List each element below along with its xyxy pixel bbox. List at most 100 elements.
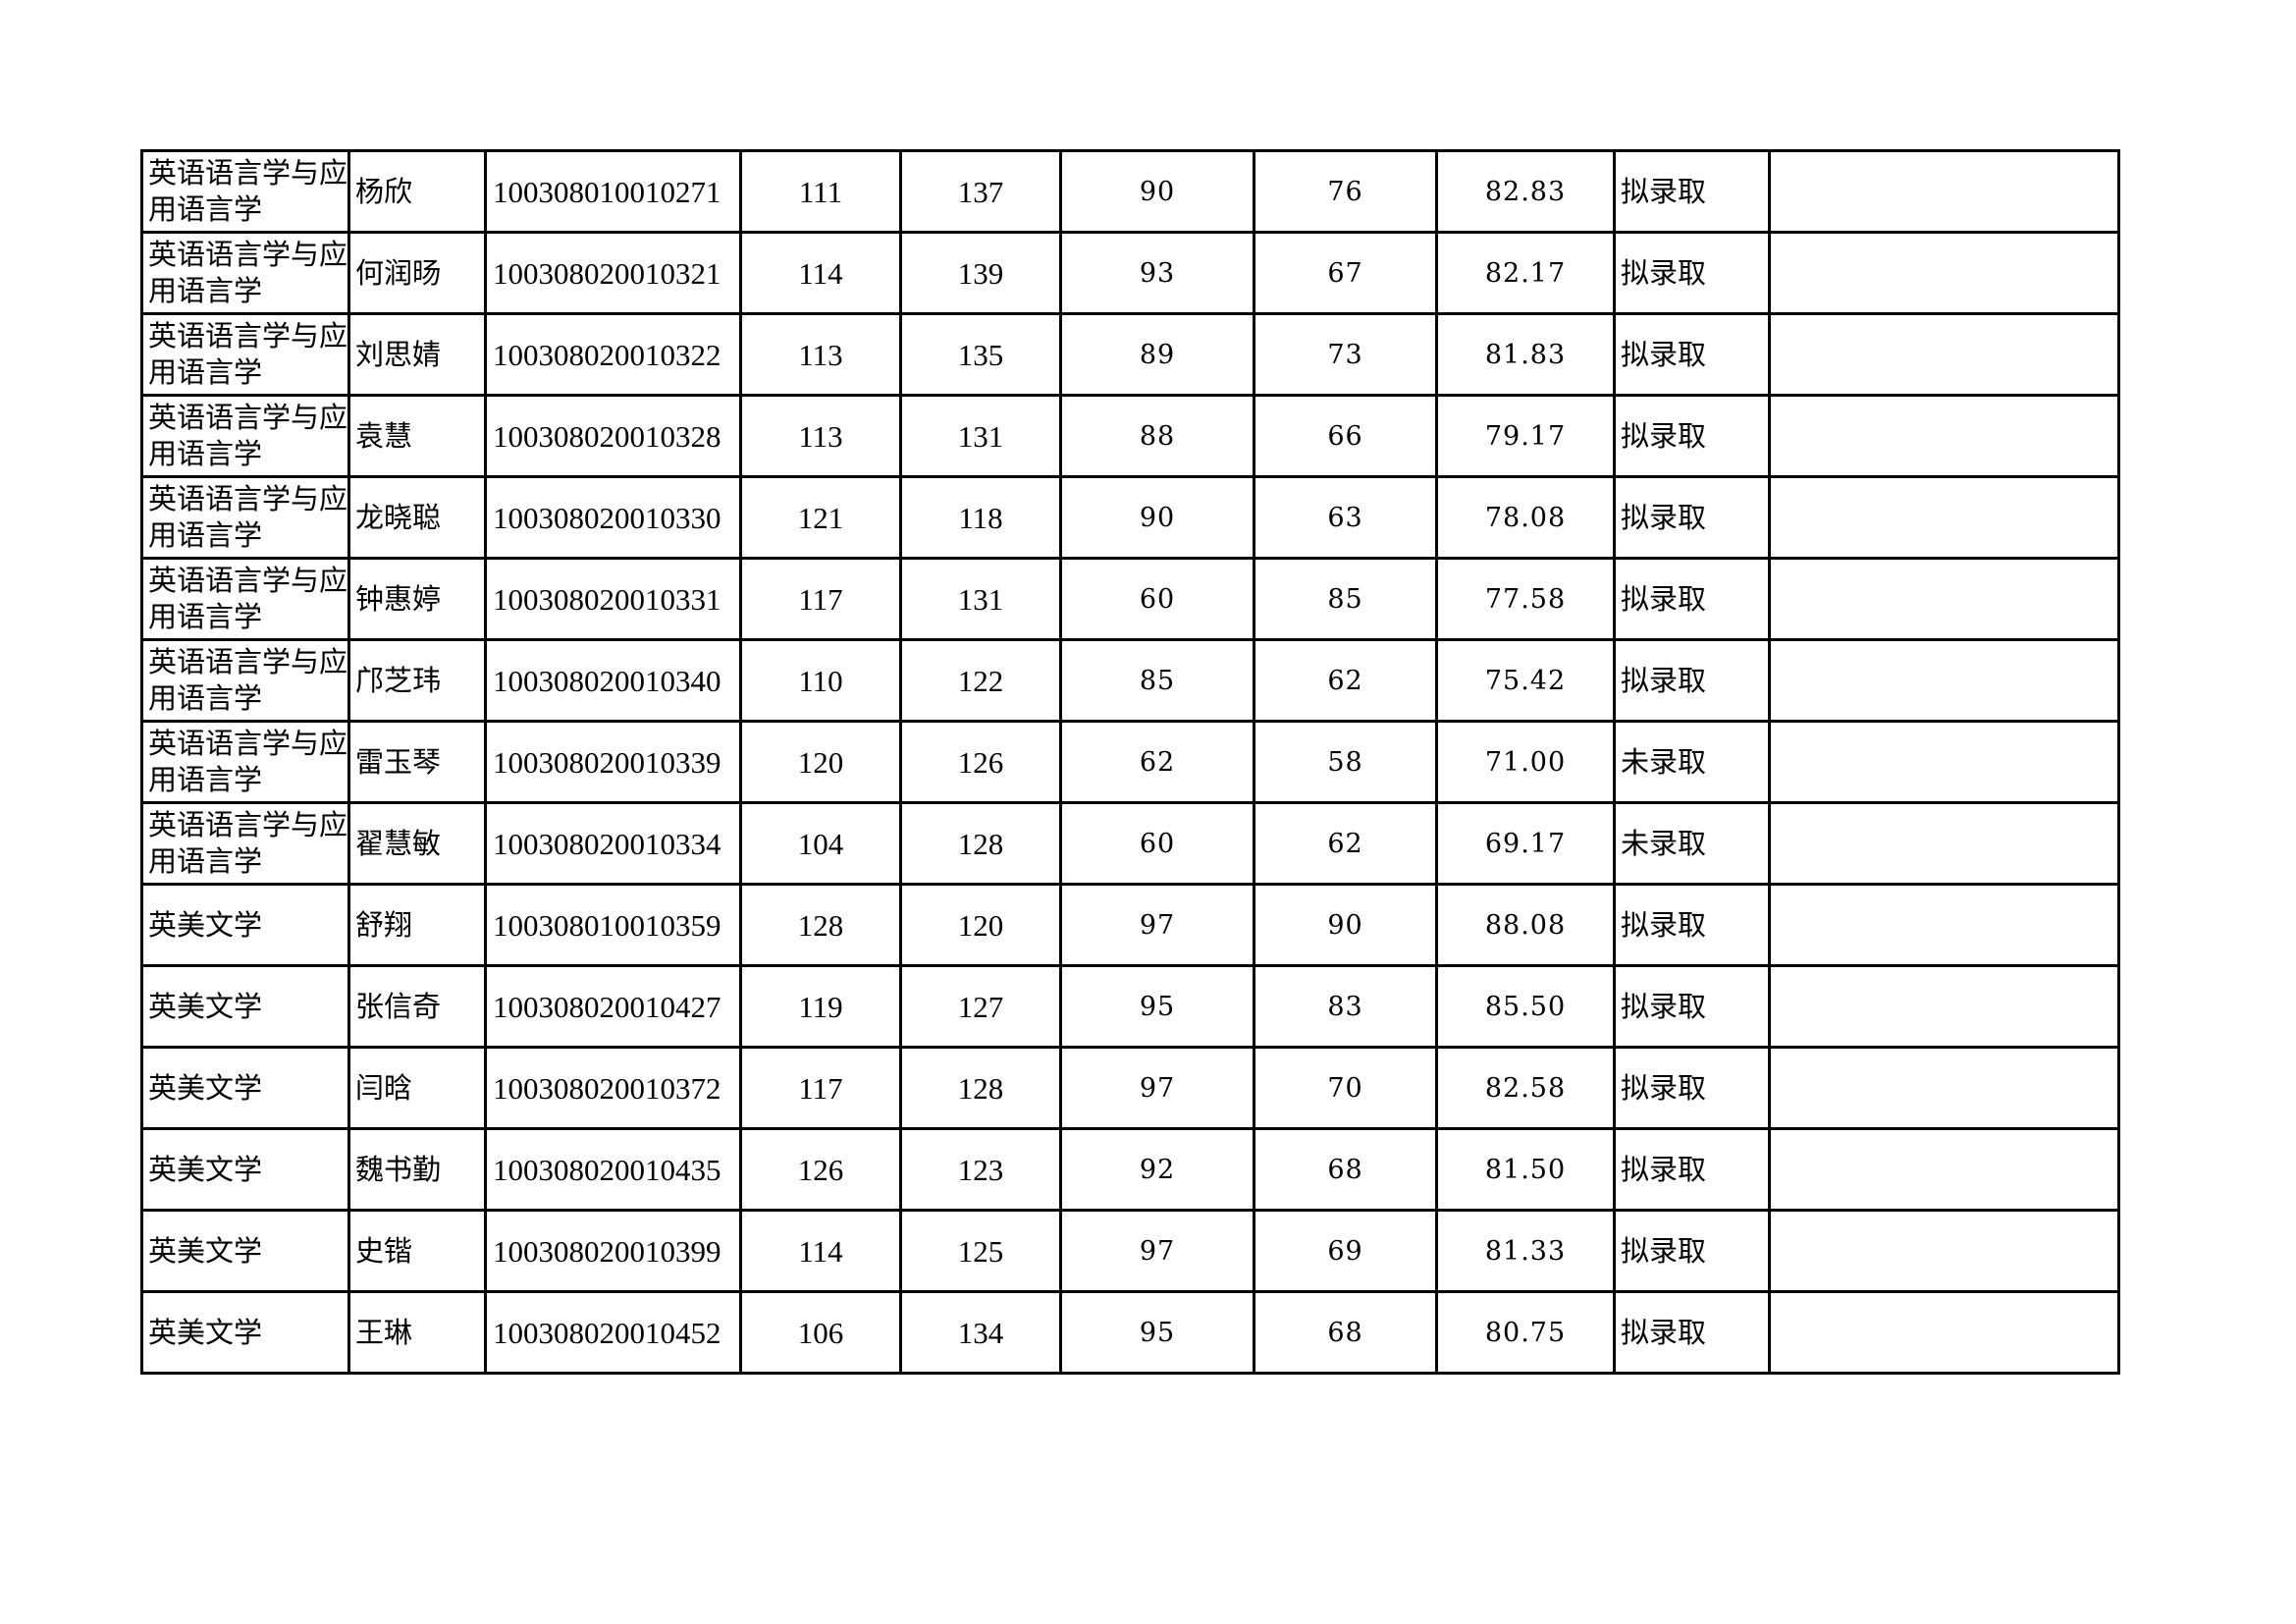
total-score-cell: 82.17 bbox=[1435, 231, 1616, 315]
status-cell: 拟录取 bbox=[1613, 1209, 1771, 1293]
name-cell: 雷玉琴 bbox=[347, 720, 487, 804]
score-3-cell: 88 bbox=[1059, 394, 1255, 478]
score-3-cell: 95 bbox=[1059, 1290, 1255, 1375]
score-2-cell: 139 bbox=[899, 231, 1062, 315]
score-2-cell: 127 bbox=[899, 964, 1062, 1049]
major-cell: 英美文学 bbox=[140, 1209, 350, 1293]
candidate-id-cell: 100308010010359 bbox=[484, 883, 742, 967]
major-cell: 英语语言学与应用语言学 bbox=[140, 638, 350, 723]
total-score-cell: 78.08 bbox=[1435, 475, 1616, 560]
major-cell: 英美文学 bbox=[140, 1046, 350, 1130]
note-cell bbox=[1768, 1127, 2120, 1212]
candidate-id-cell: 100308020010339 bbox=[484, 720, 742, 804]
table-row: 英语语言学与应用语言学 刘思婧 100308020010322 113 135 89 73 8… bbox=[140, 312, 2120, 397]
score-1-cell: 119 bbox=[739, 964, 902, 1049]
candidate-id-cell: 100308020010427 bbox=[484, 964, 742, 1049]
candidate-id-cell: 100308020010435 bbox=[484, 1127, 742, 1212]
score-1-cell: 121 bbox=[739, 475, 902, 560]
table-row: 英语语言学与应用语言学 袁慧 100308020010328 113 131 88 66 79… bbox=[140, 394, 2120, 478]
status-cell: 拟录取 bbox=[1613, 557, 1771, 641]
note-cell bbox=[1768, 149, 2120, 234]
score-3-cell: 97 bbox=[1059, 1046, 1255, 1130]
score-4-cell: 68 bbox=[1253, 1127, 1438, 1212]
score-3-cell: 95 bbox=[1059, 964, 1255, 1049]
total-score-cell: 80.75 bbox=[1435, 1290, 1616, 1375]
total-score-cell: 88.08 bbox=[1435, 883, 1616, 967]
score-2-cell: 122 bbox=[899, 638, 1062, 723]
note-cell bbox=[1768, 883, 2120, 967]
score-1-cell: 128 bbox=[739, 883, 902, 967]
score-3-cell: 90 bbox=[1059, 149, 1255, 234]
score-4-cell: 69 bbox=[1253, 1209, 1438, 1293]
candidate-id-cell: 100308020010340 bbox=[484, 638, 742, 723]
score-1-cell: 106 bbox=[739, 1290, 902, 1375]
score-4-cell: 63 bbox=[1253, 475, 1438, 560]
status-cell: 拟录取 bbox=[1613, 312, 1771, 397]
major-cell: 英美文学 bbox=[140, 1127, 350, 1212]
status-cell: 拟录取 bbox=[1613, 1046, 1771, 1130]
score-4-cell: 70 bbox=[1253, 1046, 1438, 1130]
table-row: 英语语言学与应用语言学 邝芝玮 100308020010340 110 122 85 62 7… bbox=[140, 638, 2120, 723]
score-3-cell: 92 bbox=[1059, 1127, 1255, 1212]
name-cell: 史锴 bbox=[347, 1209, 487, 1293]
status-cell: 拟录取 bbox=[1613, 1127, 1771, 1212]
status-cell: 拟录取 bbox=[1613, 964, 1771, 1049]
score-2-cell: 134 bbox=[899, 1290, 1062, 1375]
score-2-cell: 135 bbox=[899, 312, 1062, 397]
name-cell: 闫晗 bbox=[347, 1046, 487, 1130]
score-2-cell: 137 bbox=[899, 149, 1062, 234]
table-row: 英美文学 魏书勤 100308020010435 126 123 92 68 81.50 拟录取 bbox=[140, 1127, 2120, 1212]
major-cell: 英语语言学与应用语言学 bbox=[140, 149, 350, 234]
score-3-cell: 60 bbox=[1059, 801, 1255, 886]
table-row: 英美文学 张信奇 100308020010427 119 127 95 83 85.50 拟录取 bbox=[140, 964, 2120, 1049]
table-row: 英美文学 舒翔 100308010010359 128 120 97 90 88.08 拟录取 bbox=[140, 883, 2120, 967]
score-2-cell: 118 bbox=[899, 475, 1062, 560]
note-cell bbox=[1768, 231, 2120, 315]
table-row: 英美文学 史锴 100308020010399 114 125 97 69 81.33 拟录取 bbox=[140, 1209, 2120, 1293]
status-cell: 拟录取 bbox=[1613, 638, 1771, 723]
table-row: 英语语言学与应用语言学 雷玉琴 100308020010339 120 126 62 58 7… bbox=[140, 720, 2120, 804]
name-cell: 张信奇 bbox=[347, 964, 487, 1049]
major-cell: 英语语言学与应用语言学 bbox=[140, 394, 350, 478]
name-cell: 翟慧敏 bbox=[347, 801, 487, 886]
score-1-cell: 114 bbox=[739, 1209, 902, 1293]
table-row: 英语语言学与应用语言学 钟惠婷 100308020010331 117 131 60 85 7… bbox=[140, 557, 2120, 641]
score-2-cell: 120 bbox=[899, 883, 1062, 967]
candidate-id-cell: 100308020010321 bbox=[484, 231, 742, 315]
score-4-cell: 62 bbox=[1253, 801, 1438, 886]
candidate-id-cell: 100308020010334 bbox=[484, 801, 742, 886]
score-3-cell: 93 bbox=[1059, 231, 1255, 315]
score-1-cell: 110 bbox=[739, 638, 902, 723]
score-4-cell: 73 bbox=[1253, 312, 1438, 397]
total-score-cell: 71.00 bbox=[1435, 720, 1616, 804]
major-cell: 英美文学 bbox=[140, 964, 350, 1049]
name-cell: 袁慧 bbox=[347, 394, 487, 478]
status-cell: 拟录取 bbox=[1613, 1290, 1771, 1375]
table-row: 英语语言学与应用语言学 何润旸 100308020010321 114 139 93 67 8… bbox=[140, 231, 2120, 315]
score-1-cell: 117 bbox=[739, 557, 902, 641]
score-1-cell: 111 bbox=[739, 149, 902, 234]
score-1-cell: 126 bbox=[739, 1127, 902, 1212]
total-score-cell: 75.42 bbox=[1435, 638, 1616, 723]
candidate-id-cell: 100308010010271 bbox=[484, 149, 742, 234]
score-2-cell: 123 bbox=[899, 1127, 1062, 1212]
candidate-id-cell: 100308020010322 bbox=[484, 312, 742, 397]
score-2-cell: 125 bbox=[899, 1209, 1062, 1293]
note-cell bbox=[1768, 964, 2120, 1049]
score-4-cell: 66 bbox=[1253, 394, 1438, 478]
name-cell: 王琳 bbox=[347, 1290, 487, 1375]
score-1-cell: 104 bbox=[739, 801, 902, 886]
admission-results-table: 英语语言学与应用语言学 杨欣 100308010010271 111 137 90 76 82… bbox=[140, 149, 2120, 1375]
status-cell: 拟录取 bbox=[1613, 231, 1771, 315]
total-score-cell: 82.83 bbox=[1435, 149, 1616, 234]
status-cell: 未录取 bbox=[1613, 720, 1771, 804]
major-cell: 英语语言学与应用语言学 bbox=[140, 231, 350, 315]
major-cell: 英语语言学与应用语言学 bbox=[140, 801, 350, 886]
total-score-cell: 85.50 bbox=[1435, 964, 1616, 1049]
score-1-cell: 113 bbox=[739, 312, 902, 397]
name-cell: 何润旸 bbox=[347, 231, 487, 315]
total-score-cell: 81.83 bbox=[1435, 312, 1616, 397]
score-2-cell: 126 bbox=[899, 720, 1062, 804]
status-cell: 拟录取 bbox=[1613, 475, 1771, 560]
candidate-id-cell: 100308020010372 bbox=[484, 1046, 742, 1130]
